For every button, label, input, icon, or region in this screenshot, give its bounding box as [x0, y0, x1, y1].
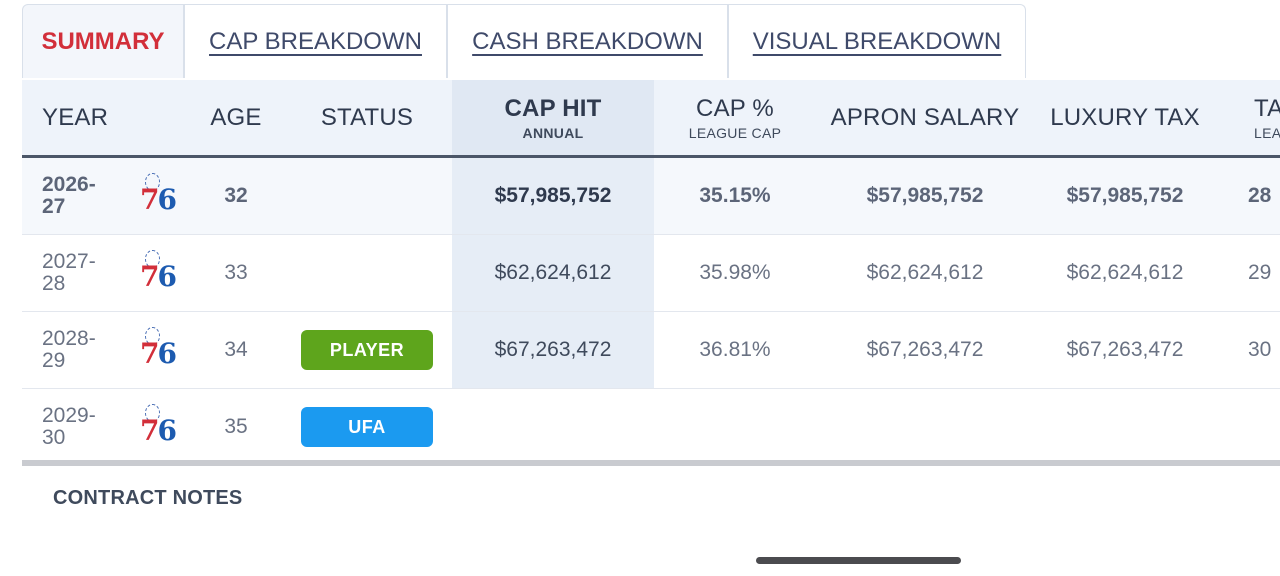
cap-hit-cell: $57,985,752	[452, 158, 654, 234]
year-cell: 2028- 29	[42, 327, 96, 372]
luxury-tax-cell: $57,985,752	[1066, 184, 1184, 207]
status-cell	[300, 158, 434, 234]
logo-digit-6: 6	[157, 183, 177, 216]
logo-digit-6: 6	[157, 414, 177, 447]
status-cell: PLAYER	[300, 312, 434, 388]
sixers-logo-icon: 76	[140, 404, 177, 450]
player-option-badge[interactable]: PLAYER	[301, 330, 433, 370]
header-year[interactable]: YEAR	[42, 103, 109, 131]
header-cap-hit-sub: ANNUAL	[522, 124, 584, 141]
cap-pct-cell: 35.98%	[699, 261, 771, 284]
logo-digit-7: 7	[140, 260, 160, 293]
tab-cash-breakdown-label: CASH BREAKDOWN	[472, 27, 703, 55]
sixers-logo-icon: 76	[140, 173, 177, 219]
status-cell	[300, 235, 434, 311]
header-cap-pct-sub: LEAGUE CAP	[688, 124, 782, 141]
cap-pct-cell: 36.81%	[699, 338, 771, 361]
table-row: 2027- 28 76 33 $62,624,612 35.98% $62,62…	[22, 235, 1280, 312]
contract-notes-heading: CONTRACT NOTES	[53, 487, 243, 509]
team-logo[interactable]: 76	[132, 235, 182, 311]
logo-digit-7: 7	[140, 183, 160, 216]
tab-summary-label: SUMMARY	[41, 27, 165, 55]
table-bottom-divider	[22, 460, 1280, 466]
header-age[interactable]: AGE	[210, 103, 262, 131]
age-cell: 32	[224, 184, 248, 207]
apron-salary-cell: $57,985,752	[866, 184, 984, 207]
age-cell: 34	[224, 338, 248, 361]
table-row: 2029- 30 76 35 UFA	[22, 389, 1280, 465]
age-cell: 35	[224, 415, 248, 438]
table-header: YEAR AGE STATUS CAP HIT ANNUAL CAP % LEA…	[22, 80, 1280, 158]
team-logo[interactable]: 76	[132, 312, 182, 388]
logo-digit-7: 7	[140, 337, 160, 370]
tab-cap-breakdown[interactable]: CAP BREAKDOWN	[184, 4, 447, 78]
ufa-badge[interactable]: UFA	[301, 407, 433, 447]
team-logo[interactable]: 76	[132, 389, 182, 465]
year-cell: 2029- 30	[42, 404, 96, 449]
header-tax-sub: LEA	[1254, 124, 1280, 141]
cap-hit-cell: $62,624,612	[452, 235, 654, 311]
basketball-stars-icon	[145, 173, 160, 191]
table-row: 2026- 27 76 32 $57,985,752 35.15% $57,98…	[22, 158, 1280, 235]
tax-cell-partial: 29	[1248, 261, 1272, 284]
logo-digit-6: 6	[157, 337, 177, 370]
sixers-logo-icon: 76	[140, 250, 177, 296]
logo-digit-6: 6	[157, 260, 177, 293]
table-row: 2028- 29 76 34 PLAYER $67,263,472 36.81%…	[22, 312, 1280, 389]
year-cell: 2026- 27	[42, 173, 96, 218]
header-cap-hit-label: CAP HIT	[504, 94, 602, 122]
tab-cap-breakdown-label: CAP BREAKDOWN	[209, 27, 422, 55]
header-luxury-tax[interactable]: LUXURY TAX	[1050, 103, 1200, 131]
home-indicator-bar[interactable]	[756, 557, 961, 564]
tax-cell-partial: 28	[1248, 184, 1272, 207]
header-cap-hit[interactable]: CAP HIT ANNUAL	[452, 80, 654, 155]
tab-visual-breakdown[interactable]: VISUAL BREAKDOWN	[728, 4, 1026, 78]
logo-digit-7: 7	[140, 414, 160, 447]
basketball-stars-icon	[145, 327, 160, 345]
tab-cash-breakdown[interactable]: CASH BREAKDOWN	[447, 4, 728, 78]
header-tax-label: TA	[1254, 94, 1280, 122]
luxury-tax-cell: $62,624,612	[1066, 261, 1184, 284]
cap-hit-cell: $67,263,472	[452, 312, 654, 388]
cap-pct-cell: 35.15%	[699, 184, 771, 207]
tab-visual-breakdown-label: VISUAL BREAKDOWN	[752, 27, 1002, 55]
year-cell: 2027- 28	[42, 250, 96, 295]
header-cap-pct[interactable]: CAP % LEAGUE CAP	[654, 80, 816, 155]
basketball-stars-icon	[145, 404, 160, 422]
contract-table: YEAR AGE STATUS CAP HIT ANNUAL CAP % LEA…	[22, 80, 1280, 465]
header-apron-salary[interactable]: APRON SALARY	[830, 103, 1020, 131]
status-cell: UFA	[300, 389, 434, 465]
tab-summary[interactable]: SUMMARY	[22, 4, 184, 78]
sixers-logo-icon: 76	[140, 327, 177, 373]
header-cap-pct-label: CAP %	[696, 94, 774, 122]
team-logo[interactable]: 76	[132, 158, 182, 234]
header-status[interactable]: STATUS	[320, 103, 414, 131]
header-tax-partial[interactable]: TA LEA	[1254, 80, 1280, 155]
age-cell: 33	[224, 261, 248, 284]
tab-bar: SUMMARY CAP BREAKDOWN CASH BREAKDOWN VIS…	[22, 4, 1026, 80]
apron-salary-cell: $67,263,472	[866, 338, 984, 361]
basketball-stars-icon	[145, 250, 160, 268]
tax-cell-partial: 30	[1248, 338, 1272, 361]
luxury-tax-cell: $67,263,472	[1066, 338, 1184, 361]
apron-salary-cell: $62,624,612	[866, 261, 984, 284]
